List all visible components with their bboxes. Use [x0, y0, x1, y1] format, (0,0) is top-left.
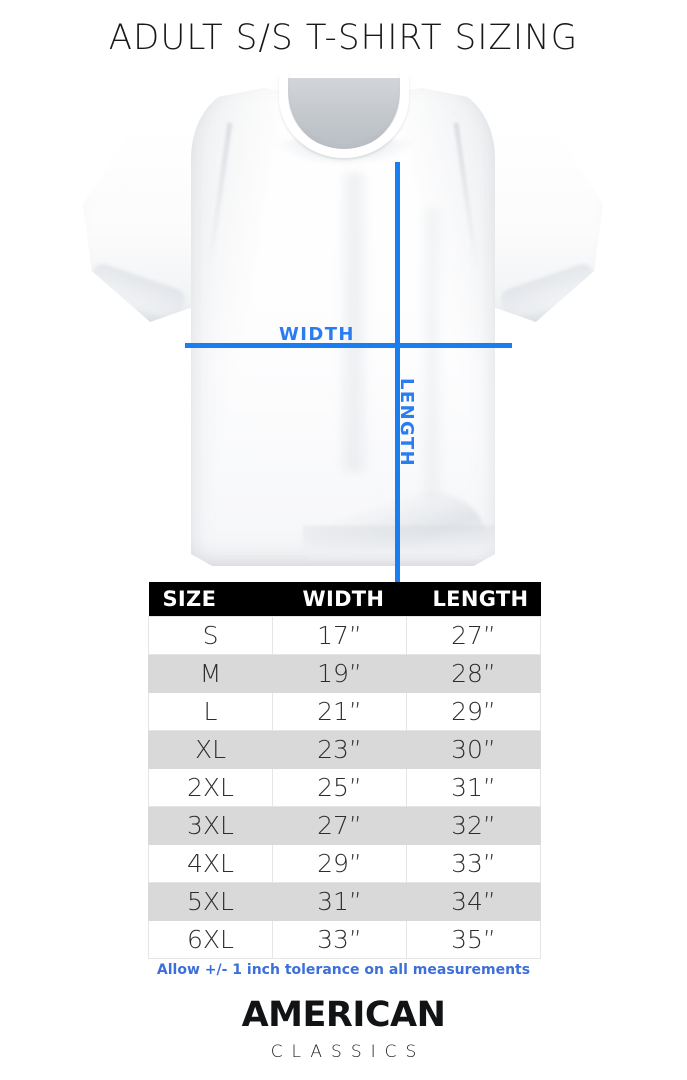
table-row: 6XL 33” 35”: [148, 920, 541, 959]
table-row: 2XL 25” 31”: [148, 768, 541, 807]
cell-size: 4XL: [148, 844, 273, 883]
tolerance-note: Allow +/- 1 inch tolerance on all measur…: [156, 962, 531, 978]
size-chart-table: SIZE WIDTH LENGTH S 17” 27” M 19” 28” L …: [148, 582, 541, 959]
brand-name-secondary: CLASSICS: [270, 1042, 426, 1062]
width-measure-label: WIDTH: [279, 324, 355, 345]
cell-width: 25”: [272, 768, 407, 807]
cell-width: 23”: [272, 730, 407, 769]
column-header-size: SIZE: [148, 582, 273, 617]
cell-length: 28”: [406, 654, 541, 693]
cell-length: 34”: [406, 882, 541, 921]
tshirt-diagram: WIDTH LENGTH: [0, 74, 687, 643]
cell-width: 33”: [272, 920, 407, 959]
cell-length: 35”: [406, 920, 541, 959]
cell-width: 27”: [272, 806, 407, 845]
size-chart-body: S 17” 27” M 19” 28” L 21” 29” XL 23” 30”…: [148, 616, 541, 959]
cell-size: S: [148, 616, 273, 655]
fabric-fold: [337, 172, 371, 472]
cell-size: 5XL: [148, 882, 273, 921]
cell-size: 3XL: [148, 806, 273, 845]
cell-width: 31”: [272, 882, 407, 921]
cell-size: 2XL: [148, 768, 273, 807]
table-header-row: SIZE WIDTH LENGTH: [148, 582, 541, 617]
table-row: 4XL 29” 33”: [148, 844, 541, 883]
left-cuff: [86, 261, 188, 321]
cell-length: 31”: [406, 768, 541, 807]
tshirt-collar: [279, 74, 409, 158]
column-header-length: LENGTH: [406, 582, 541, 617]
brand-name-primary: AMERICAN: [241, 995, 446, 1035]
cell-length: 33”: [406, 844, 541, 883]
cell-size: XL: [148, 730, 273, 769]
brand-logo: AMERICAN CLASSICS: [0, 995, 687, 1063]
width-measure-line: [185, 343, 512, 348]
fabric-fold: [419, 208, 445, 498]
table-row: 5XL 31” 34”: [148, 882, 541, 921]
column-header-width: WIDTH: [272, 582, 407, 617]
cell-size: M: [148, 654, 273, 693]
table-row: M 19” 28”: [148, 654, 541, 693]
tshirt-body: [191, 88, 495, 566]
cell-length: 32”: [406, 806, 541, 845]
page-title: ADULT S/S T-SHIRT SIZING: [108, 18, 579, 58]
cell-width: 29”: [272, 844, 407, 883]
right-cuff: [498, 261, 600, 321]
cell-length: 30”: [406, 730, 541, 769]
table-row: L 21” 29”: [148, 692, 541, 731]
cell-size: L: [148, 692, 273, 731]
length-measure-label: LENGTH: [396, 378, 417, 468]
cell-width: 21”: [272, 692, 407, 731]
cell-width: 17”: [272, 616, 407, 655]
cell-size: 6XL: [148, 920, 273, 959]
table-row: 3XL 27” 32”: [148, 806, 541, 845]
tshirt-illustration: [83, 74, 603, 570]
table-row: XL 23” 30”: [148, 730, 541, 769]
cell-length: 29”: [406, 692, 541, 731]
tshirt-hem: [303, 526, 495, 560]
table-row: S 17” 27”: [148, 616, 541, 655]
length-measure-line: [395, 162, 400, 643]
cell-length: 27”: [406, 616, 541, 655]
cell-width: 19”: [272, 654, 407, 693]
